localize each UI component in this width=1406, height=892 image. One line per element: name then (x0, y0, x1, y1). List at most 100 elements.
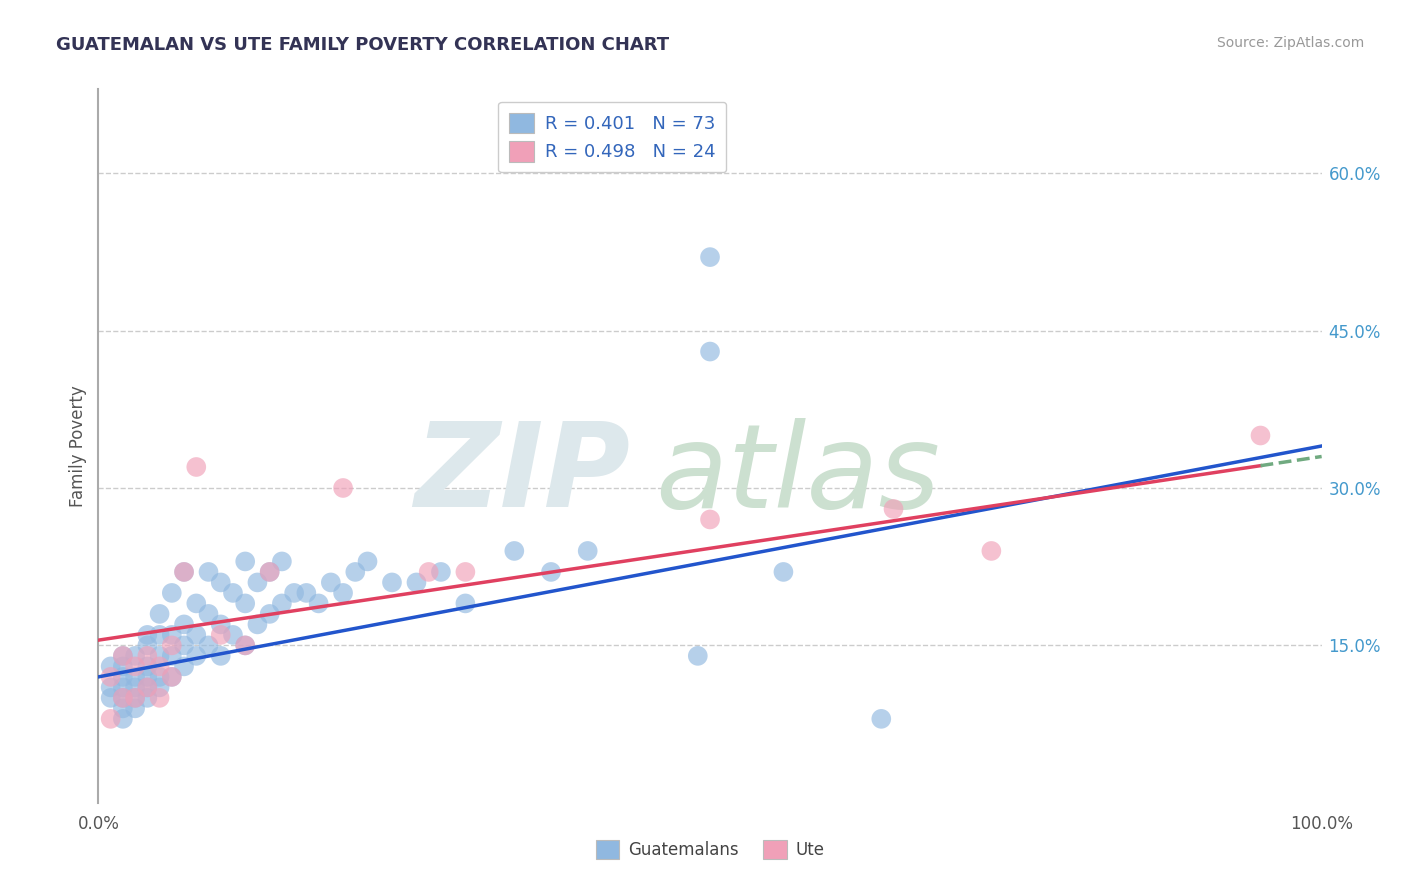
Point (418, 565, 440, 579)
Point (111, 648, 134, 663)
Point (686, 648, 709, 663)
Point (100, 681, 122, 695)
Point (149, 628, 172, 642)
Point (233, 639, 256, 653)
Point (980, 544, 1002, 558)
Point (209, 648, 232, 663)
Point (111, 681, 134, 695)
Point (149, 659, 172, 673)
Point (160, 586, 183, 600)
Point (699, 512, 721, 526)
Point (319, 575, 342, 590)
Point (197, 607, 219, 621)
Point (149, 607, 172, 621)
Point (233, 639, 256, 653)
Point (149, 681, 172, 695)
Point (173, 565, 195, 579)
Point (124, 701, 146, 715)
Point (870, 712, 893, 726)
Point (149, 670, 172, 684)
Point (124, 659, 146, 673)
Point (149, 690, 172, 705)
Point (111, 690, 134, 705)
Point (454, 596, 477, 610)
Point (270, 596, 294, 610)
Point (209, 628, 232, 642)
Point (246, 575, 269, 590)
Point (124, 681, 146, 695)
Point (173, 565, 195, 579)
Point (699, 250, 721, 264)
Point (111, 648, 134, 663)
Point (197, 639, 219, 653)
Point (246, 617, 269, 632)
Point (295, 586, 318, 600)
Point (270, 554, 294, 568)
Point (308, 596, 330, 610)
Point (1249, 428, 1271, 442)
Point (173, 639, 195, 653)
Text: ZIP: ZIP (415, 417, 630, 532)
Point (160, 639, 183, 653)
Point (259, 565, 281, 579)
Text: GUATEMALAN VS UTE FAMILY POVERTY CORRELATION CHART: GUATEMALAN VS UTE FAMILY POVERTY CORRELA… (56, 36, 669, 54)
Point (111, 690, 134, 705)
Point (100, 670, 122, 684)
Point (233, 596, 256, 610)
Point (186, 596, 208, 610)
Point (136, 659, 159, 673)
Point (772, 565, 794, 579)
Point (173, 617, 195, 632)
Point (222, 628, 245, 642)
Point (186, 460, 208, 475)
Point (332, 481, 354, 495)
Point (222, 586, 245, 600)
Point (149, 648, 172, 663)
Point (259, 565, 281, 579)
Point (883, 502, 905, 516)
Point (186, 648, 208, 663)
Text: atlas: atlas (655, 417, 941, 532)
Point (173, 659, 195, 673)
Point (111, 701, 134, 715)
Point (100, 690, 122, 705)
Point (454, 565, 477, 579)
Point (430, 565, 453, 579)
Point (405, 575, 427, 590)
Point (124, 690, 146, 705)
Point (111, 670, 134, 684)
Point (111, 659, 134, 673)
Point (259, 607, 281, 621)
Point (100, 712, 122, 726)
Point (136, 681, 159, 695)
Point (136, 690, 159, 705)
Text: Source: ZipAtlas.com: Source: ZipAtlas.com (1216, 36, 1364, 50)
Point (160, 670, 183, 684)
Legend: Guatemalans, Ute: Guatemalans, Ute (589, 833, 831, 866)
Point (160, 628, 183, 642)
Y-axis label: Family Poverty: Family Poverty (69, 385, 87, 507)
Point (124, 648, 146, 663)
Point (136, 681, 159, 695)
Point (699, 344, 721, 359)
Point (283, 586, 305, 600)
Point (356, 554, 378, 568)
Point (209, 575, 232, 590)
Point (136, 639, 159, 653)
Point (136, 648, 159, 663)
Point (186, 628, 208, 642)
Point (124, 670, 146, 684)
Point (233, 554, 256, 568)
Point (197, 565, 219, 579)
Point (381, 575, 404, 590)
Point (136, 628, 159, 642)
Point (124, 690, 146, 705)
Point (344, 565, 367, 579)
Point (332, 586, 354, 600)
Point (576, 544, 599, 558)
Point (160, 670, 183, 684)
Point (209, 617, 232, 632)
Point (160, 648, 183, 663)
Point (100, 659, 122, 673)
Point (111, 712, 134, 726)
